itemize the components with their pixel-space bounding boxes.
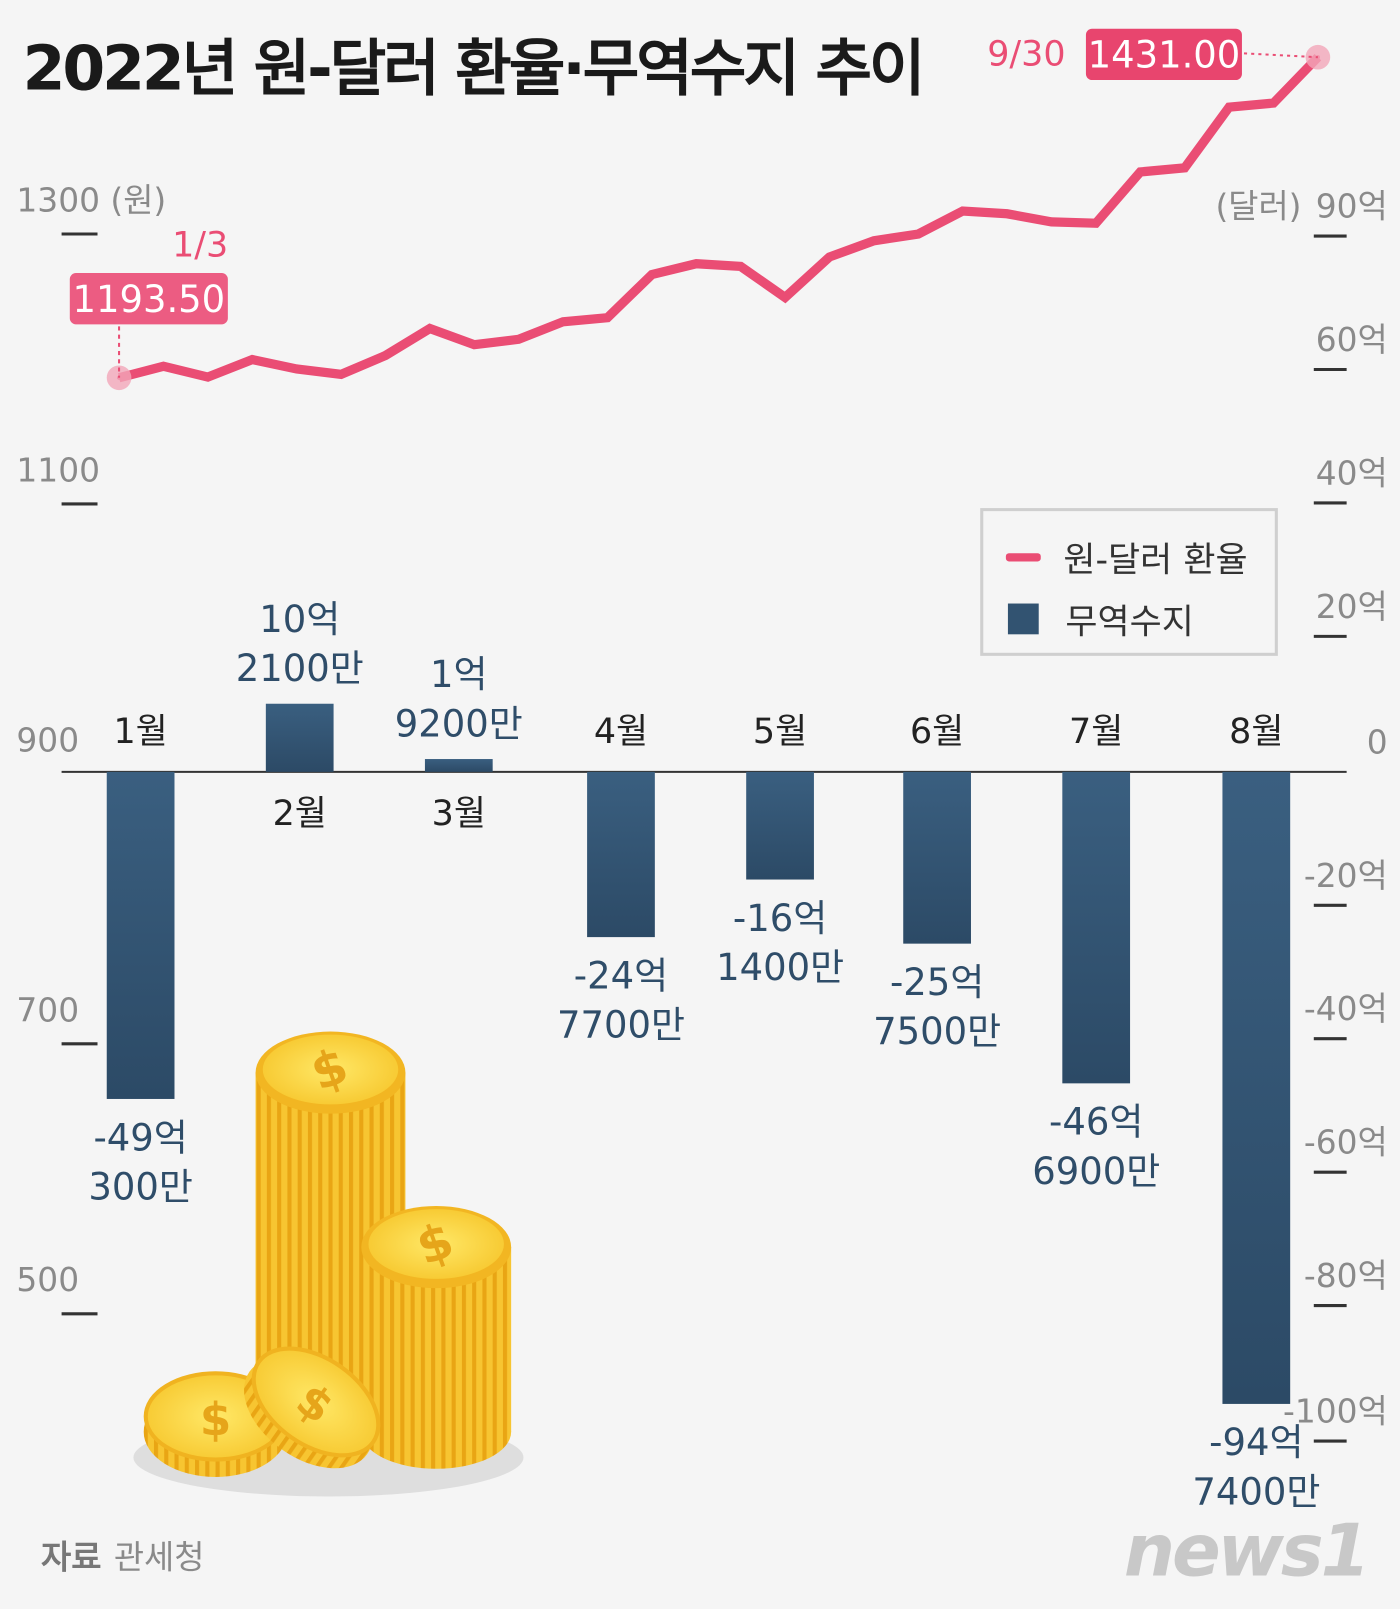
bar-data-label: 1400만 xyxy=(716,946,844,989)
exchange-rate-point xyxy=(250,357,255,362)
right-tick-label: 40억 xyxy=(1316,454,1388,492)
end-value-badge xyxy=(1085,28,1242,81)
exchange-rate-point xyxy=(827,254,832,260)
exchange-rate-point xyxy=(294,366,299,372)
bar-1 xyxy=(106,771,175,1099)
right-tick-label: 0 xyxy=(1367,723,1388,761)
exchange-rate-point xyxy=(783,295,788,300)
exchange-rate-point xyxy=(427,326,432,331)
bar-data-label: 300만 xyxy=(88,1166,192,1209)
bar-data-label: 1억 xyxy=(430,653,487,696)
right-tick-label: 90억 xyxy=(1316,188,1388,226)
right-tick-label: -40억 xyxy=(1304,990,1388,1028)
exchange-rate-point xyxy=(1138,169,1143,174)
right-tick-label: -60억 xyxy=(1304,1124,1388,1162)
left-tick-label: 900 xyxy=(16,721,79,759)
end-leader-line xyxy=(1243,52,1318,59)
bar-data-label: 7500만 xyxy=(873,1010,1001,1053)
legend-bar-swatch xyxy=(1007,603,1039,634)
bar-data-label: 2100만 xyxy=(236,647,364,690)
bar-data-label: -25억 xyxy=(890,961,984,1004)
right-tick-label: 20억 xyxy=(1316,588,1388,626)
bar-2 xyxy=(265,703,334,772)
bar-6 xyxy=(903,771,971,944)
bar-data-label: -24억 xyxy=(574,954,668,997)
month-label: 3월 xyxy=(432,794,486,834)
source-credit: 자료 관세청 xyxy=(41,1531,204,1578)
bar-3 xyxy=(424,759,493,772)
right-tick-label: -20억 xyxy=(1304,857,1388,895)
legend-label: 무역수지 xyxy=(1065,601,1194,643)
month-label: 6월 xyxy=(910,712,964,752)
legend-label: 원-달러 환율 xyxy=(1063,539,1248,581)
bar-data-label: -49억 xyxy=(93,1116,187,1159)
exchange-rate-point xyxy=(1093,221,1098,226)
month-label: 5월 xyxy=(753,712,807,752)
right-tick-label: -100억 xyxy=(1283,1393,1388,1431)
end-value-text: 1431.00 xyxy=(1088,34,1241,77)
bar-data-label: -94억 xyxy=(1209,1421,1303,1464)
exchange-rate-point xyxy=(339,372,344,377)
bar-data-label: 7700만 xyxy=(557,1004,685,1047)
legend-line-swatch xyxy=(1005,552,1041,561)
exchange-rate-point xyxy=(561,319,566,324)
bar-4 xyxy=(587,771,655,938)
start-date-label: 1/3 xyxy=(172,226,228,266)
exchange-rate-point xyxy=(871,238,876,243)
source-label: 자료 xyxy=(41,1537,102,1577)
left-tick-label: 1300 (원) xyxy=(16,181,166,219)
exchange-rate-point xyxy=(516,337,521,342)
exchange-rate-point xyxy=(694,261,699,266)
coins-illustration: $ $ $ $ xyxy=(133,1031,524,1497)
exchange-rate-point xyxy=(649,272,654,277)
left-tick-label: 500 xyxy=(16,1261,79,1299)
month-label: 1월 xyxy=(113,712,167,752)
right-axis-unit: (달러) xyxy=(1215,188,1301,226)
exchange-rate-point xyxy=(1227,105,1232,110)
bar-data-label: -16억 xyxy=(733,897,827,940)
bar-8 xyxy=(1222,771,1291,1404)
month-label: 2월 xyxy=(273,794,327,834)
source-value: 관세청 xyxy=(113,1537,205,1577)
exchange-rate-point xyxy=(916,231,921,237)
end-date-label: 9/30 xyxy=(987,35,1065,75)
exchange-rate-point xyxy=(383,353,388,358)
bar-data-label: 10억 xyxy=(259,598,340,641)
bar-data-label: 7400만 xyxy=(1192,1471,1320,1514)
exchange-rate-point xyxy=(472,342,477,347)
left-tick-label: 700 xyxy=(16,991,79,1029)
exchange-rate-line xyxy=(117,53,1322,383)
news1-logo: news1 xyxy=(1123,1508,1371,1593)
month-label: 7월 xyxy=(1069,712,1123,752)
exchange-rate-point xyxy=(205,375,210,380)
exchange-rate-point xyxy=(1049,219,1054,224)
bar-data-label: -46억 xyxy=(1049,1101,1143,1144)
right-tick-label: -80억 xyxy=(1304,1257,1388,1295)
exchange-rate-point xyxy=(1271,101,1276,106)
left-tick-label: 1100 xyxy=(16,451,100,489)
bar-5 xyxy=(746,771,814,880)
exchange-rate-point xyxy=(1005,211,1010,216)
month-label: 4월 xyxy=(594,712,648,752)
legend: 원-달러 환율 무역수지 xyxy=(980,508,1278,656)
exchange-rate-point xyxy=(960,209,965,214)
exchange-rate-point xyxy=(605,315,610,320)
start-value-text: 1193.50 xyxy=(72,278,225,321)
bar-7 xyxy=(1062,771,1131,1084)
right-tick-label: 60억 xyxy=(1316,321,1388,359)
exchange-rate-point xyxy=(161,364,166,369)
legend-item-exchange-rate: 원-달러 환율 xyxy=(1005,532,1248,582)
page-title: 2022년 원-달러 환율·무역수지 추이 xyxy=(22,32,926,105)
start-value-badge xyxy=(69,273,228,325)
month-label: 8월 xyxy=(1229,712,1283,752)
exchange-rate-point xyxy=(1182,165,1187,170)
bar-data-label: 6900만 xyxy=(1032,1150,1160,1193)
legend-item-trade-balance: 무역수지 xyxy=(1006,593,1194,643)
exchange-rate-point xyxy=(738,264,743,269)
bar-data-label: 9200만 xyxy=(395,702,523,745)
svg-text:$: $ xyxy=(200,1393,231,1446)
